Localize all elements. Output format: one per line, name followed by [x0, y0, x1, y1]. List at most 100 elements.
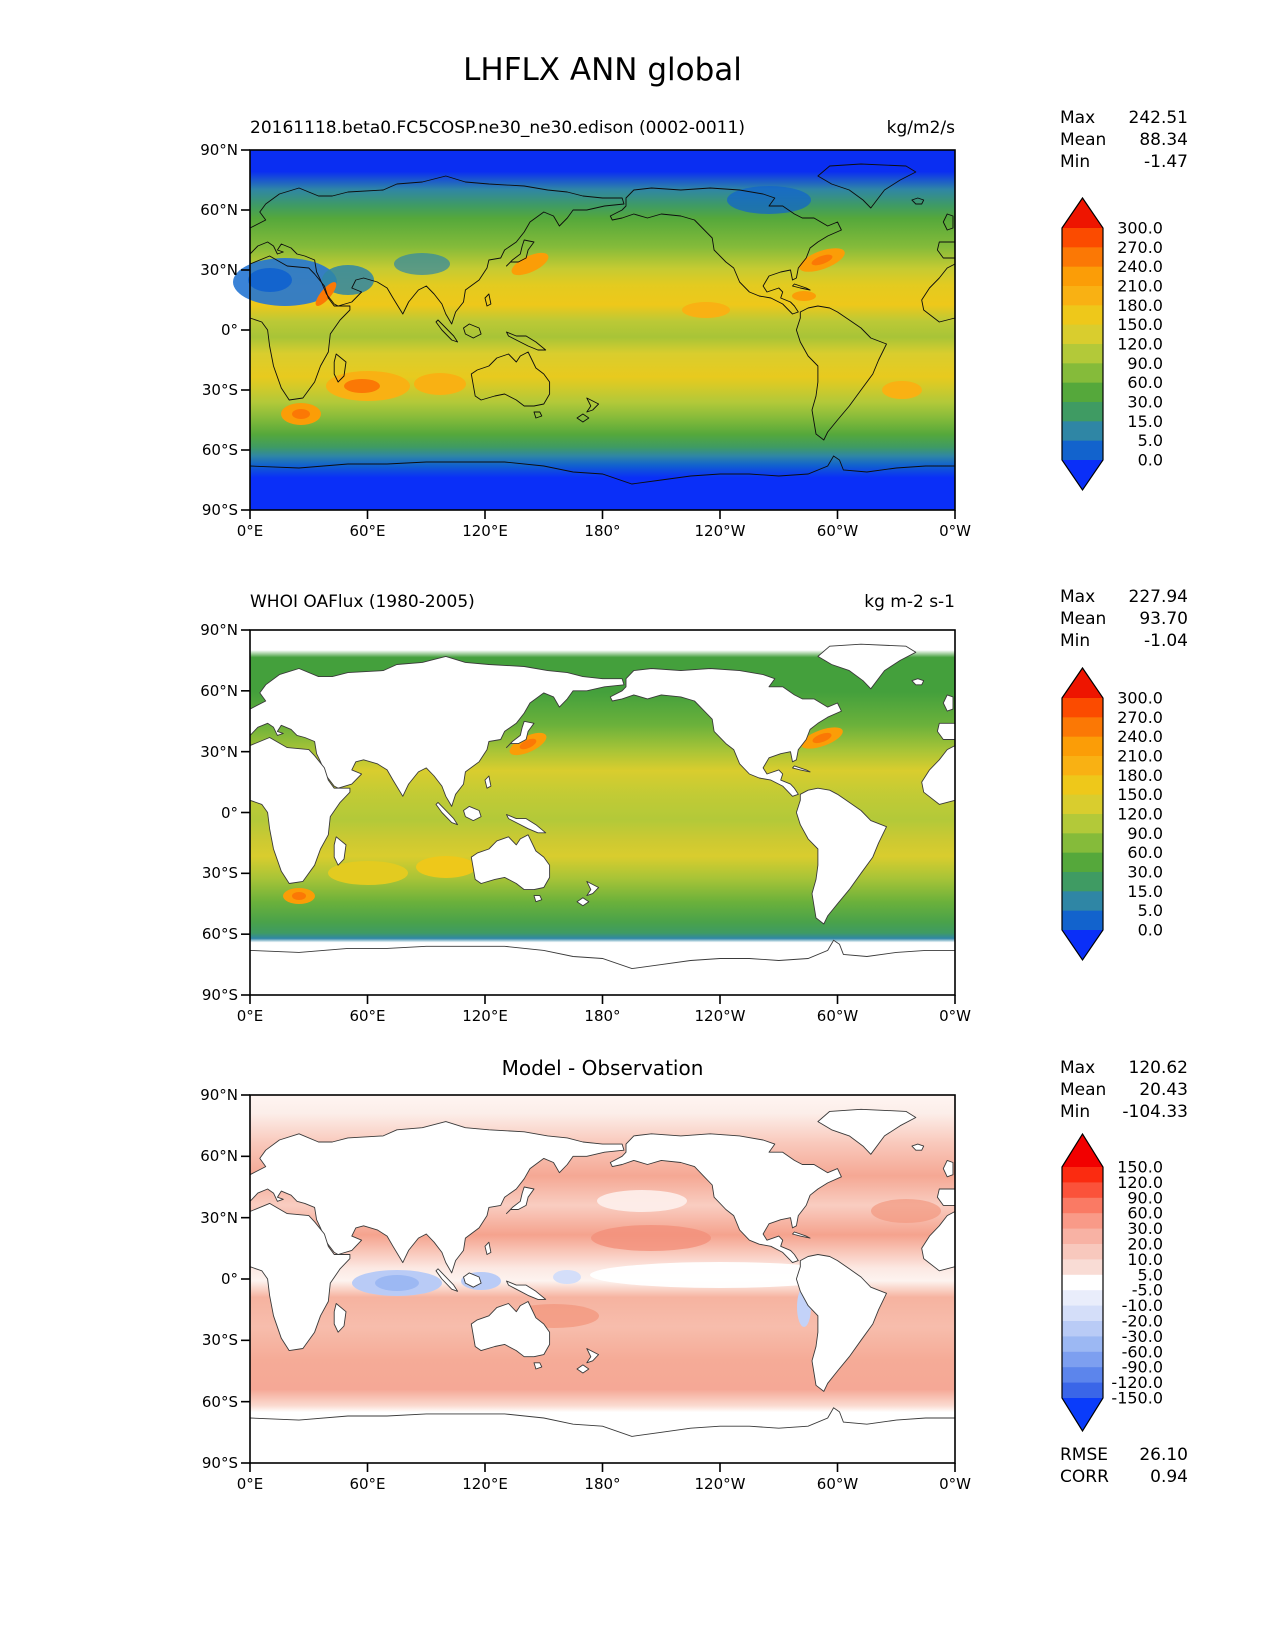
contour-feature-blob [682, 302, 730, 318]
contour-feature-blob [812, 732, 832, 744]
colorbar-tick-label: 20.0 [1127, 1235, 1163, 1254]
colorbar-panel-2: 150.0120.090.060.030.020.010.05.0-5.0-10… [1061, 1132, 1163, 1433]
continent-outline [506, 331, 547, 351]
contour-feature-blob [394, 253, 450, 275]
stat-row: Min -104.33 [1060, 1101, 1188, 1123]
page-title: LHFLX ANN global [463, 52, 742, 88]
colorbar-tick-label: 90.0 [1127, 354, 1163, 373]
colorbar-panel-1: 300.0270.0240.0210.0180.0150.0120.090.06… [1061, 666, 1163, 962]
continent-outline [435, 801, 459, 826]
contour-feature-blob [811, 254, 833, 266]
colorbar-segment [1062, 440, 1104, 461]
lon-tick-label: 180° [584, 1475, 621, 1493]
contour-feature-blob [727, 186, 811, 214]
stat-row: Mean 88.34 [1060, 129, 1188, 151]
colorbar-segment [1062, 1197, 1103, 1214]
colorbar-tick-label: 180.0 [1117, 296, 1163, 315]
colorbar-segment [1062, 1167, 1103, 1183]
colorbar-segment [1062, 1259, 1103, 1276]
lat-tick-label: 0° [220, 803, 238, 822]
colorbar-tick-label: -90.0 [1122, 1358, 1163, 1377]
stat-row: Min -1.04 [1060, 630, 1188, 652]
continent-outline [795, 787, 887, 925]
colorbar-tick-label: 120.0 [1117, 804, 1163, 823]
continent-outline [533, 895, 543, 903]
continent-outline [795, 305, 887, 441]
continent-outline [576, 897, 590, 907]
continent-outline [506, 814, 547, 834]
lat-tick-label: 60°S [201, 1392, 238, 1411]
lat-tick-label: 30°N [200, 261, 238, 279]
stat-label: Min [1060, 631, 1091, 651]
colorbar-tick-label: 150.0 [1117, 315, 1163, 334]
contour-feature-blob [871, 1199, 941, 1223]
lat-tick-label: 30°S [201, 381, 238, 399]
antarctica-coastline [249, 939, 955, 970]
continent-outline [484, 775, 492, 789]
map-panel-1 [241, 629, 956, 1004]
lat-tick-label: 60°N [200, 681, 238, 700]
colorbar-segment [1062, 910, 1104, 931]
stat-label: Max [1060, 1058, 1096, 1078]
lon-tick-label: 120°E [462, 1475, 508, 1493]
colorbar-tick-label: -150.0 [1111, 1389, 1163, 1408]
lon-tick-label: 0°W [939, 522, 971, 540]
colorbar-cap-top [1062, 1134, 1103, 1167]
contour-feature-blob [511, 252, 549, 276]
continent-outline [911, 678, 925, 686]
colorbar-tick-label: -10.0 [1122, 1296, 1163, 1315]
colorbar-outline [1061, 1132, 1104, 1433]
lat-tick-label: 90°S [201, 501, 238, 519]
colorbar-tick-label: 60.0 [1127, 373, 1163, 392]
continent-outline [921, 745, 956, 805]
metric-label: CORR [1060, 1467, 1109, 1487]
lon-tick-label: 180° [584, 1007, 621, 1025]
continent-outline [435, 319, 459, 343]
continent-outline [249, 255, 351, 401]
colorbar-tick-label: -5.0 [1132, 1281, 1163, 1300]
metric-value: 26.10 [1139, 1445, 1188, 1465]
continent-outline [333, 836, 347, 866]
lon-tick-label: 120°E [462, 522, 508, 540]
colorbar-tick-label: 5.0 [1138, 431, 1163, 450]
stat-value: 88.34 [1139, 130, 1188, 150]
colorbar-cap-bottom [1062, 929, 1104, 960]
model-panel-title: 20161118.beta0.FC5COSP.ne30_ne30.edison … [250, 118, 745, 138]
continent-outline [463, 323, 482, 339]
lon-tick-label: 60°W [816, 1475, 859, 1493]
stat-label: Mean [1060, 609, 1107, 629]
colorbar-tick-label: 30.0 [1127, 392, 1163, 411]
continent-outline [249, 1121, 625, 1274]
diff-metrics: RMSE 26.10 CORR 0.94 [1060, 1444, 1188, 1488]
contour-feature-blob [553, 1270, 581, 1284]
continent-outline [506, 1186, 535, 1215]
continent-outline [609, 187, 842, 315]
colorbar-segment [1062, 1244, 1103, 1260]
colorbar-outline [1061, 666, 1104, 962]
field-background [250, 150, 955, 510]
colorbar-cap-top [1062, 197, 1104, 228]
continent-outline [484, 1241, 492, 1255]
antarctica-landmass [250, 1407, 955, 1463]
colorbar-segment [1062, 227, 1104, 248]
continent-outline [586, 397, 600, 413]
colorbar-segment [1062, 775, 1104, 796]
colorbar-tick-label: 30.0 [1127, 1219, 1163, 1238]
lat-tick-label: 60°N [200, 201, 238, 219]
colorbar-tick-label: -120.0 [1111, 1373, 1163, 1392]
colorbar-panel-0: 300.0270.0240.0210.0180.0150.0120.090.06… [1061, 196, 1163, 492]
lat-tick-label: 60°N [200, 1147, 238, 1166]
stat-value: 93.70 [1139, 609, 1188, 629]
colorbar-segment [1062, 891, 1104, 912]
continent-outline [911, 197, 925, 205]
colorbar-tick-label: 210.0 [1117, 276, 1163, 295]
metric-value: 0.94 [1150, 1467, 1188, 1487]
colorbar-tick-label: 30.0 [1127, 862, 1163, 881]
colorbar-tick-label: -30.0 [1122, 1327, 1163, 1346]
stat-row: Mean 93.70 [1060, 608, 1188, 630]
colorbar-tick-label: -60.0 [1122, 1342, 1163, 1361]
colorbar-segment [1062, 736, 1104, 757]
lon-tick-label: 120°W [694, 1475, 746, 1493]
stat-value: 227.94 [1128, 587, 1188, 607]
